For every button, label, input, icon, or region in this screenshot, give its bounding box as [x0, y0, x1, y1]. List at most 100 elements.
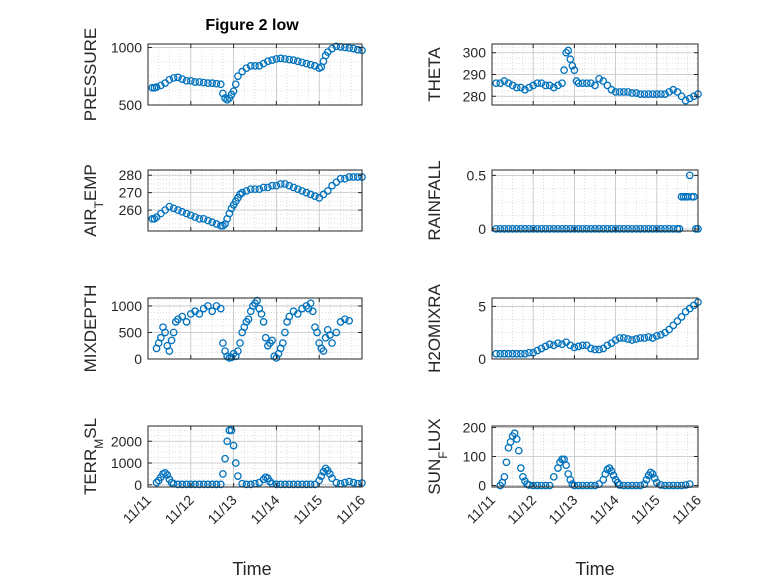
panel-right-4-data-point: [681, 481, 690, 489]
panel-right-3-data-point: [566, 341, 575, 350]
panel-right-2-data-point: [566, 225, 575, 233]
panel-left-4-data-point: [208, 480, 217, 489]
panel-left-4-data-point: [163, 471, 172, 479]
panel-left-2-data-point: [219, 221, 227, 230]
panel-left-1: 500 1000 PRESSURE: [81, 28, 366, 121]
panel-right-3-data-point: [603, 341, 612, 350]
panel-left-3-data-point: [278, 339, 287, 347]
panel-right-1-data-point: [582, 79, 591, 88]
panel-left-2-data-point: [336, 174, 345, 183]
panel-right-1-data-point: [661, 90, 669, 98]
panel-left-4-data-point: [306, 480, 315, 489]
panel-right-2-data-point: [512, 225, 521, 233]
panel-right-1-data-point: [496, 79, 505, 88]
panel-left-2-data-point: [289, 183, 298, 192]
panel-right-3-data-point: [545, 340, 554, 349]
panel-right-1-data-point: [516, 83, 525, 92]
panel-right-2-data-point: [615, 225, 624, 233]
panel-left-4-data-point: [311, 480, 319, 489]
panel-left-1-data-point: [281, 55, 289, 63]
panel-right-3-data-point: [554, 339, 562, 348]
panel-right-4-data-point: [632, 481, 641, 490]
panel-right-4-data-point: [500, 472, 509, 481]
panel-right-3-data-point: [673, 317, 682, 325]
panel-left-3-data-point: [167, 336, 176, 345]
panel-right-3-data-point: [644, 333, 653, 341]
panel-left-2-data-point: [191, 213, 199, 221]
panel-left-4-data-point: [345, 477, 354, 486]
panel-left-3-data-point: [308, 307, 317, 316]
panel-right-4-data-point: [642, 475, 651, 484]
panel-right-2-y-tick-label: 0.5: [467, 167, 487, 183]
panel-right-3-axes-box: [491, 297, 699, 360]
panel-left-4-data-point: [281, 480, 289, 489]
panel-right-1-data-point: [533, 79, 542, 88]
panel-right-1-data-point: [525, 83, 533, 92]
panel-left-2-data-point: [349, 173, 358, 181]
panel-left-1-data-point: [332, 42, 341, 51]
panel-right-1-data-point: [508, 81, 517, 90]
panel-right-3-data-point: [587, 344, 595, 353]
panel-left-3-data-point: [169, 328, 178, 337]
panel-right-1-data-point: [652, 90, 661, 98]
panel-right-3-data-point: [640, 334, 649, 342]
panel-left-4-y-tick-label: 1000: [111, 455, 142, 471]
panel-right-1-data-point: [537, 79, 546, 88]
panel-right-4-y-tick-label: 100: [463, 449, 487, 465]
panel-right-2-data-point: [690, 192, 698, 201]
panel-right-1-data-point: [644, 90, 653, 98]
panel-right-3-data-point: [648, 334, 657, 342]
panel-left-1-data-point: [199, 78, 208, 87]
panel-left-4-data-point: [246, 480, 255, 489]
panel-right-3-data-point: [492, 349, 500, 358]
panel-left-2-data-point: [255, 185, 264, 194]
panel-left-2-y-axis-label: AIRTEMP: [81, 164, 106, 237]
panel-left-4-data-point: [186, 480, 195, 489]
panel-left-2-data-point: [276, 180, 285, 188]
panel-left-4-y-tick-label: 0: [134, 477, 142, 493]
panel-left-3-data-point: [257, 310, 266, 318]
panel-right-1-y-tick-label: 300: [463, 45, 487, 61]
panel-right-2-data-point: [591, 225, 599, 233]
panel-left-4-data-point: [178, 480, 187, 489]
panel-right-4-y-tick-label: 200: [463, 419, 487, 435]
panel-left-2-y-tick-label: 260: [119, 202, 143, 218]
panel-left-2-axes-box: [147, 169, 363, 232]
panel-right-2-data-point: [636, 225, 645, 233]
panel-right-4-data-point: [570, 481, 579, 490]
panel-right-4-data-point: [673, 481, 682, 490]
panel-right-2-data-point: [549, 225, 558, 233]
panel-right-4-data-point: [587, 481, 595, 490]
panel-right-3-data-point: [574, 342, 583, 351]
panel-left-4-data-point: [285, 480, 294, 489]
panel-left-2-data-point: [169, 204, 178, 213]
panel-right-2-data-point: [533, 225, 542, 233]
panel-left-4-data-point: [326, 470, 334, 478]
panel-right-4-data-point: [636, 481, 645, 490]
panel-left-4-data-point: [195, 480, 204, 489]
panel-left-4-data-point: [272, 480, 281, 489]
panel-right-1-data-point: [492, 79, 500, 88]
panel-right-2-data-point: [516, 225, 525, 233]
panel-left-4-data-point: [234, 472, 242, 480]
panel-left-4-data-point: [199, 480, 208, 489]
panel-right-2-data-point: [648, 225, 657, 233]
panel-right-1-data-point: [648, 90, 657, 98]
panel-right-1-data-point: [562, 48, 571, 57]
panel-left-2-data-point: [311, 192, 319, 200]
panel-right-2-data-point: [675, 225, 684, 233]
panel-right-4-data-point: [591, 481, 599, 490]
panel-left-2-data-point: [251, 185, 259, 194]
panel-right-4-data-point: [541, 481, 550, 490]
panel-right-4-data-point: [609, 471, 618, 480]
panel-right-2-data-point: [628, 225, 636, 233]
panel-left-4-data-point: [266, 477, 274, 486]
panel-left-1-data-point: [353, 45, 362, 54]
panel-left-1-data-point: [208, 79, 217, 87]
panel-left-4-data-point: [349, 478, 358, 487]
panel-right-4-data-point: [582, 481, 591, 490]
panel-left-1-data-point: [169, 74, 178, 82]
panel-left-2-data-point: [246, 185, 255, 194]
panel-right-2-data-point: [578, 225, 587, 233]
